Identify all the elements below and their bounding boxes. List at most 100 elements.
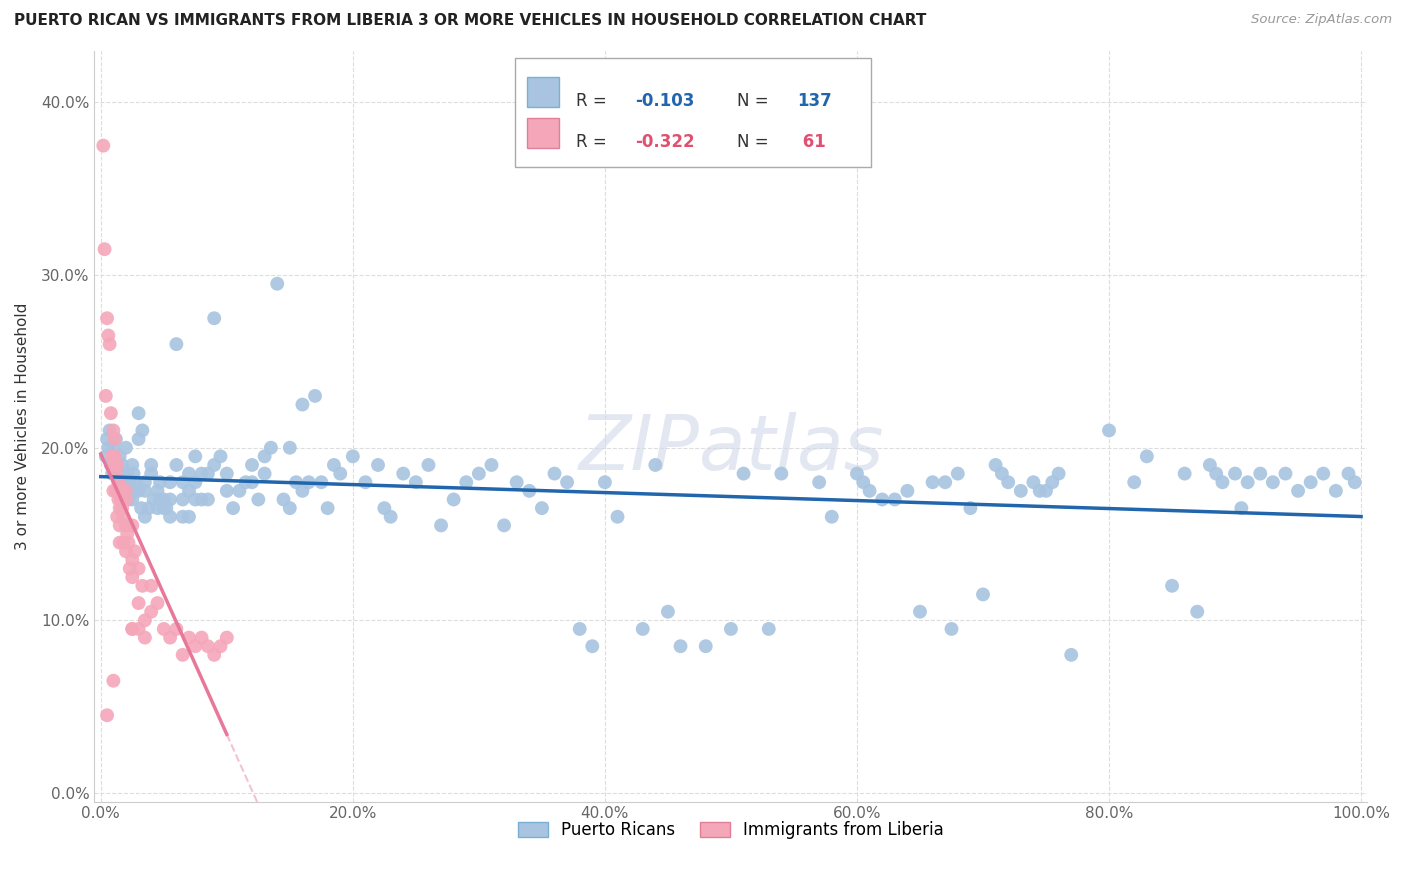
Point [418, 458, 440, 472]
Point [443, 492, 465, 507]
Point [128, 432, 150, 446]
Point [644, 458, 666, 472]
Point [96, 311, 118, 326]
Text: R =: R = [575, 92, 612, 110]
Point [134, 475, 156, 490]
Point [1274, 467, 1296, 481]
Point [946, 467, 969, 481]
Point [291, 483, 314, 498]
Point [146, 501, 169, 516]
Point [530, 501, 553, 516]
Point [108, 483, 131, 498]
Point [117, 492, 139, 507]
Point [278, 501, 301, 516]
Point [103, 458, 125, 472]
Point [215, 483, 238, 498]
Point [1161, 579, 1184, 593]
Point [121, 622, 143, 636]
Point [115, 441, 138, 455]
Point [202, 458, 225, 472]
Point [870, 492, 893, 507]
Point [758, 622, 780, 636]
Point [997, 475, 1019, 490]
Point [190, 492, 212, 507]
Point [107, 492, 129, 507]
Point [165, 458, 187, 472]
Point [128, 596, 150, 610]
Point [481, 458, 503, 472]
Point [821, 509, 844, 524]
Point [141, 579, 163, 593]
Point [149, 475, 172, 490]
Point [1249, 467, 1271, 481]
Point [125, 475, 148, 490]
Point [91, 138, 114, 153]
Point [197, 492, 219, 507]
Point [468, 467, 491, 481]
Point [152, 501, 174, 516]
Point [298, 475, 321, 490]
Point [215, 631, 238, 645]
Point [1187, 605, 1209, 619]
Point [104, 483, 127, 498]
Point [97, 328, 120, 343]
Point [101, 467, 124, 481]
Point [1040, 475, 1063, 490]
Point [494, 518, 516, 533]
Point [141, 605, 163, 619]
Point [108, 535, 131, 549]
Point [128, 622, 150, 636]
Point [103, 673, 125, 688]
Point [118, 475, 141, 490]
Point [155, 501, 177, 516]
Point [197, 467, 219, 481]
Point [367, 458, 389, 472]
Text: -0.322: -0.322 [636, 133, 695, 152]
Point [165, 622, 187, 636]
Point [129, 501, 152, 516]
Point [96, 432, 118, 446]
Point [392, 467, 415, 481]
Point [190, 467, 212, 481]
Bar [527, 119, 560, 148]
Point [121, 492, 143, 507]
Point [111, 458, 134, 472]
Point [631, 622, 654, 636]
Point [215, 467, 238, 481]
Point [107, 475, 129, 490]
Point [159, 475, 181, 490]
Point [117, 535, 139, 549]
Point [1047, 467, 1070, 481]
Point [165, 337, 187, 351]
Point [149, 492, 172, 507]
Point [1236, 475, 1258, 490]
Point [1299, 475, 1322, 490]
Point [105, 458, 128, 472]
Point [209, 639, 232, 653]
Point [103, 458, 125, 472]
Point [1022, 475, 1045, 490]
Text: Source: ZipAtlas.com: Source: ZipAtlas.com [1251, 13, 1392, 27]
Point [1205, 467, 1227, 481]
Point [105, 458, 128, 472]
Point [115, 544, 138, 558]
Point [108, 501, 131, 516]
Point [104, 432, 127, 446]
Point [112, 535, 135, 549]
Point [430, 518, 453, 533]
Point [373, 501, 395, 516]
Point [122, 467, 145, 481]
Point [105, 509, 128, 524]
Point [921, 475, 943, 490]
Point [159, 492, 181, 507]
Point [159, 509, 181, 524]
Point [197, 639, 219, 653]
Point [253, 450, 276, 464]
Point [159, 631, 181, 645]
Point [100, 406, 122, 420]
Point [110, 483, 132, 498]
Point [107, 475, 129, 490]
Point [846, 467, 869, 481]
Point [543, 467, 565, 481]
Point [808, 475, 831, 490]
